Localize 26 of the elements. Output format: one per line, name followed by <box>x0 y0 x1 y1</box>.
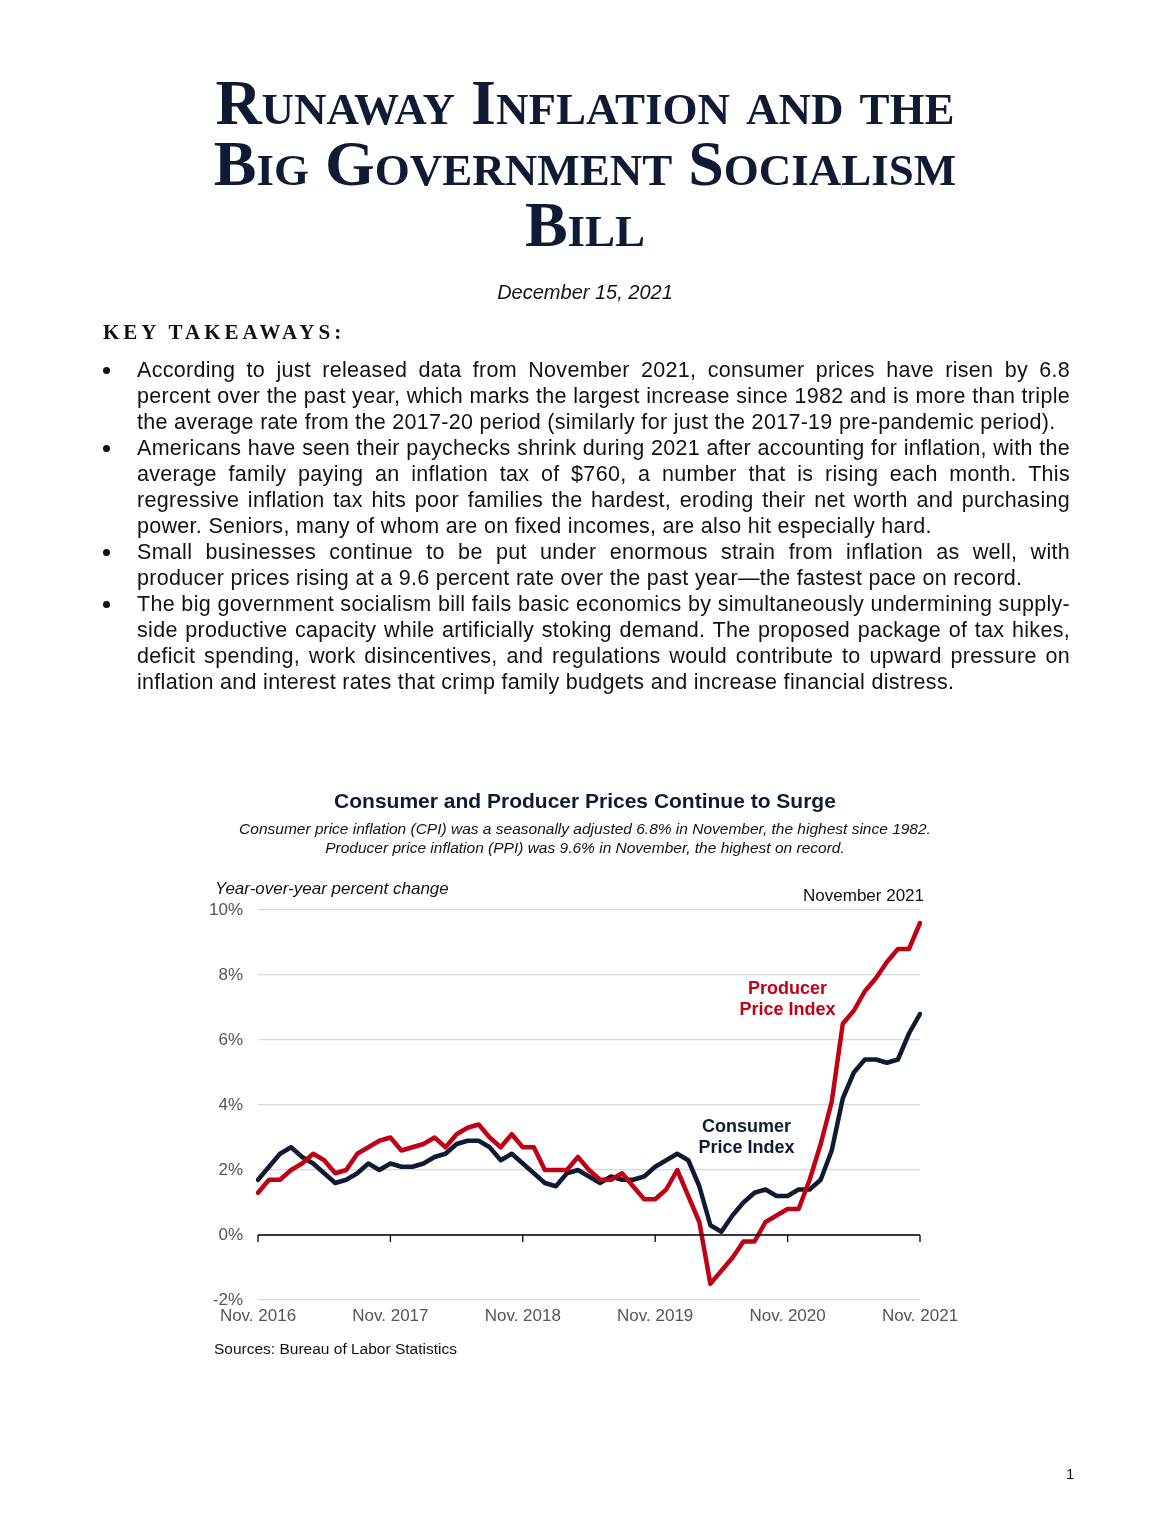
y-tick-label: 0% <box>218 1224 243 1244</box>
y-tick-label: 2% <box>218 1159 243 1179</box>
y-tick-label: 8% <box>218 964 243 984</box>
text: KEY TAKEAWAYS: <box>103 320 346 345</box>
text: The big government socialism bill fails basic economics by simultaneously undermining supply-side productive capacity while artificially stoking demand. The proposed package of tax hikes, deficit spending, work disincentives, and regulations would contribute to upward pressure on inflation and interest rates that crimp family budgets and increase financial distress. <box>136 591 1070 695</box>
chart-subtitle: Consumer price inflation (CPI) was a seasonally adjusted 6.8% in November, the highest since 1982. Producer price inflation (PPI) was 9.6% in November, the highest on record. <box>238 819 932 857</box>
text: November 2021 <box>803 886 924 906</box>
text: Americans have seen their paychecks shrink during 2021 after accounting for inflation, with the average family paying an inflation tax of $760, a number that is rising each month. This regressive inflation tax hits poor families the hardest, eroding their net worth and purchasing power. Seniors, many of whom are on fixed incomes, are also hit especially hard. <box>136 435 1070 539</box>
text: Small businesses continue to be put under enormous strain from inflation as well, with producer prices rising at a 9.6 percent rate over the past year—the fastest pace on record. <box>136 539 1070 591</box>
x-tick-label: Nov. 2019 <box>617 1305 694 1325</box>
y-tick-label: 6% <box>218 1029 243 1049</box>
text: According to just released data from November 2021, consumer prices have risen by 6.8 percent over the past year, which marks the largest increase since 1982 and is more than triple the average rate from the 2017-20 period (similarly for just the 2017-19 pre-pandemic period). <box>136 357 1070 435</box>
x-tick-label: Nov. 2018 <box>484 1305 561 1325</box>
source-note: Sources: Bureau of Labor Statistics <box>214 1340 457 1358</box>
series-label: Producer Price Index <box>739 978 836 1020</box>
y-tick-label: 4% <box>218 1094 243 1114</box>
y-tick-label: 10% <box>208 899 243 919</box>
text: 1 <box>1066 1465 1075 1482</box>
series-label: Consumer Price Index <box>698 1115 795 1157</box>
x-tick-label: Nov. 2020 <box>749 1305 826 1325</box>
x-tick-label: Nov. 2017 <box>352 1305 429 1325</box>
text: December 15, 2021 <box>496 281 674 304</box>
text: Runaway Inflation and the Big Government Socialism Bill <box>212 67 958 260</box>
y-axis-title: Year-over-year percent change <box>215 879 449 899</box>
x-tick-label: Nov. 2021 <box>881 1305 959 1325</box>
chart-title: Consumer and Producer Prices Continue to Surge <box>333 789 837 813</box>
